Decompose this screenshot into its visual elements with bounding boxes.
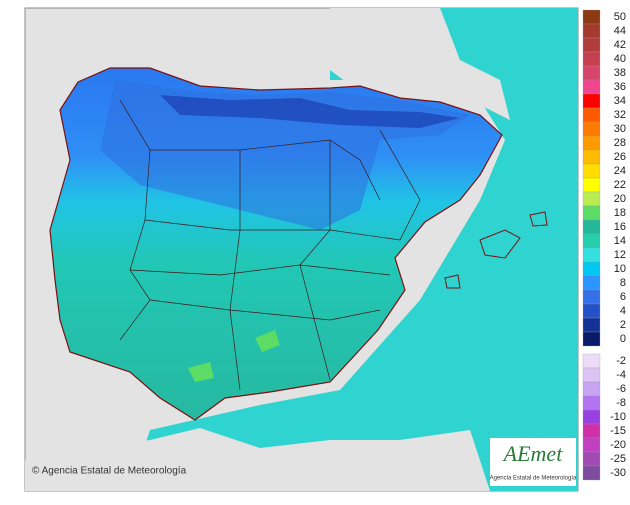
legend-label: 28 (614, 137, 626, 149)
legend-label: -20 (610, 439, 626, 451)
legend-swatch (582, 121, 601, 137)
logo-subtitle: Agencia Estatal de Meteorología (490, 476, 577, 482)
legend-label: -15 (610, 425, 626, 437)
legend-swatch (582, 381, 601, 397)
sea-field (130, 8, 578, 491)
warm-spot (255, 330, 280, 352)
region-borders (119, 99, 421, 391)
france-land (330, 8, 510, 120)
legend-swatch (582, 51, 601, 67)
legend-label: 50 (614, 11, 626, 23)
legend-swatch (582, 205, 601, 221)
legend-swatch (582, 149, 601, 165)
legend-label: 14 (614, 235, 626, 247)
legend-swatch (582, 191, 601, 207)
legend-swatch (582, 9, 601, 25)
legend-label: 44 (614, 25, 626, 37)
legend-swatch (582, 353, 601, 369)
legend-swatch (582, 79, 601, 95)
legend-swatch (582, 247, 601, 263)
legend-label: 16 (614, 221, 626, 233)
legend-label: -2 (616, 355, 626, 367)
legend-label: 0 (620, 333, 626, 345)
legend: 5044424038363432302826242220181614121086… (582, 9, 626, 481)
legend-swatch (582, 289, 601, 305)
legend-label: 18 (614, 207, 626, 219)
legend-swatch (582, 275, 601, 291)
legend-label: 4 (620, 305, 626, 317)
legend-swatch (582, 23, 601, 39)
legend-swatch (582, 261, 601, 277)
island (444, 274, 461, 289)
legend-swatch (582, 367, 601, 383)
legend-label: 36 (614, 81, 626, 93)
legend-swatch (582, 451, 601, 467)
africa-land (25, 428, 490, 491)
legend-swatch (582, 65, 601, 81)
legend-label: 2 (620, 319, 626, 331)
island (529, 211, 548, 227)
logo-box (490, 438, 576, 486)
legend-label: 26 (614, 151, 626, 163)
legend-label: -8 (616, 397, 626, 409)
legend-label: 40 (614, 53, 626, 65)
legend-label: -6 (616, 383, 626, 395)
legend-swatch (582, 423, 601, 439)
legend-label: 32 (614, 109, 626, 121)
legend-label: 38 (614, 67, 626, 79)
legend-swatch (582, 409, 601, 425)
legend-label: 6 (620, 291, 626, 303)
legend-swatch (582, 135, 601, 151)
legend-swatch (582, 219, 601, 235)
legend-swatch (582, 437, 601, 453)
legend-label: -4 (616, 369, 626, 381)
legend-label: 12 (614, 249, 626, 261)
legend-swatch (582, 233, 601, 249)
legend-label: 8 (620, 277, 626, 289)
legend-swatch (582, 465, 601, 481)
legend-swatch (582, 93, 601, 109)
legend-swatch (582, 317, 601, 333)
legend-label: -10 (610, 411, 626, 423)
legend-swatch (582, 163, 601, 179)
legend-swatch (582, 177, 601, 193)
island (479, 229, 521, 259)
legend-label: 22 (614, 179, 626, 191)
legend-swatch (582, 331, 601, 347)
warm-spot (188, 362, 214, 382)
legend-label: 24 (614, 165, 626, 177)
legend-swatch (582, 395, 601, 411)
credit: © Agencia Estatal de Meteorología (32, 466, 187, 477)
logo: AEmet (502, 441, 564, 466)
mountain-zone (160, 95, 460, 128)
legend-label: -30 (610, 467, 626, 479)
legend-label: 30 (614, 123, 626, 135)
legend-label: 20 (614, 193, 626, 205)
legend-label: -25 (610, 453, 626, 465)
legend-label: 42 (614, 39, 626, 51)
legend-label: 10 (614, 263, 626, 275)
legend-label: 34 (614, 95, 626, 107)
legend-swatch (582, 303, 601, 319)
legend-swatch (582, 37, 601, 53)
legend-swatch (582, 107, 601, 123)
